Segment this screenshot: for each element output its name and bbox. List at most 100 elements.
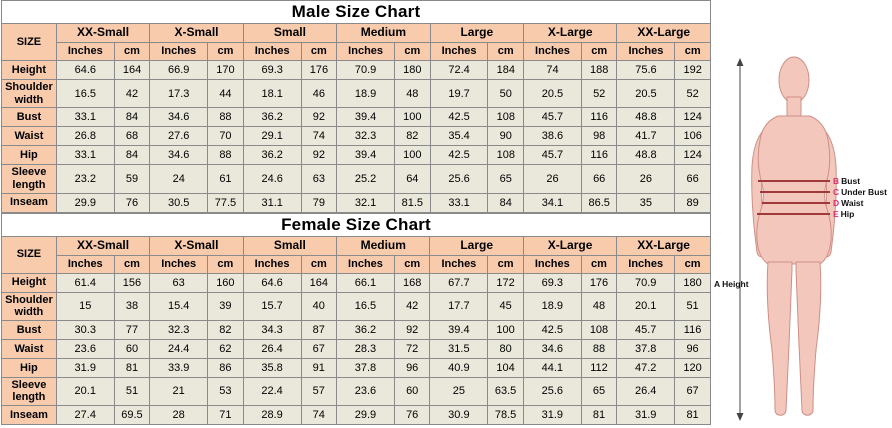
value-cm: 156 [113,272,151,293]
value-cm: 81 [113,357,151,378]
unit-cell: Inches [336,254,395,274]
value-inches: 35.8 [242,357,302,378]
value-inches: 16.5 [336,291,395,321]
height-label: A Height [714,279,749,289]
value-inches: 23.6 [336,376,395,407]
value-cm: 184 [487,60,525,80]
value-inches: 31.9 [616,405,676,426]
unit-cell: Inches [429,254,489,274]
value-inches: 23.6 [55,338,115,359]
unit-cell: cm [393,254,431,274]
value-inches: 21 [149,376,209,407]
value-cm: 63 [300,164,338,194]
measure-row: Sleeve length 20.1 51 21 53 22.4 57 23.6 60 25 63.… [1,376,711,407]
height-arrow-bottom [736,413,744,421]
value-inches: 17.3 [149,78,209,109]
value-cm: 98 [580,126,618,147]
value-inches: 63 [149,272,209,293]
size-name-cell: Large [429,235,524,256]
size-name-cell: Medium [336,235,431,256]
right-leg-shape [795,261,822,416]
value-cm: 71 [207,405,244,426]
size-name-cell: X-Large [523,23,618,43]
measure-label: Hip [1,357,57,378]
value-cm: 84 [113,145,151,166]
value-cm: 112 [580,357,618,378]
body-figure-panel: B Bust C Under Bust D Waist E Hip A Height [712,0,892,428]
value-cm: 39 [207,291,244,321]
value-inches: 26.4 [616,376,676,407]
value-cm: 164 [300,272,338,293]
value-cm: 92 [393,319,431,340]
value-inches: 74 [523,60,582,80]
measure-row: Bust 33.1 84 34.6 88 36.2 92 39.4 100 42.5 108 45.7… [1,107,711,128]
value-cm: 120 [674,357,711,378]
value-cm: 86.5 [580,192,618,213]
measure-label: Inseam [1,405,57,426]
unit-cell: cm [580,254,618,274]
value-inches: 70.9 [616,272,676,293]
size-name-cell: Small [242,23,338,43]
value-inches: 32.1 [336,192,396,213]
female-size-table: Female Size Chart SIZE XX-Small X-Small Smal… [1,212,711,426]
unit-cell: cm [113,42,151,61]
value-inches: 67.7 [429,272,489,293]
value-cm: 66 [674,164,711,194]
unit-cell: Inches [616,254,676,274]
value-inches: 17.7 [429,291,489,321]
measure-row: Shoulder width 15 38 15.4 39 15.7 40 16.5 42 17.7… [1,291,711,321]
unit-cell: cm [487,254,524,274]
value-inches: 39.4 [336,145,396,166]
value-inches: 20.5 [523,78,582,109]
value-cm: 90 [487,126,525,147]
value-inches: 15 [55,291,115,321]
size-tables-column: Male Size Chart SIZE XX-Small X-Small Small M… [1,0,711,426]
value-cm: 84 [113,107,151,128]
value-cm: 188 [580,60,618,80]
value-cm: 68 [113,126,151,147]
value-inches: 28.9 [242,405,302,426]
hip-label: E Hip [833,209,854,219]
unit-cell: Inches [55,42,115,61]
value-cm: 61 [207,164,244,194]
unit-cell: Inches [429,42,489,61]
value-cm: 38 [113,291,151,321]
measure-row: Inseam 27.4 69.5 28 71 28.9 74 29.9 76 30.9 78.5 31… [1,405,711,426]
value-inches: 32.3 [336,126,396,147]
bust-label: B Bust [833,176,860,186]
value-cm: 100 [487,319,524,340]
size-corner-cell: SIZE [1,235,57,274]
measure-label: Sleeve length [1,376,57,407]
value-cm: 69.5 [113,405,151,426]
value-cm: 51 [113,376,151,407]
value-inches: 26 [523,164,582,194]
value-cm: 78.5 [487,405,524,426]
value-cm: 87 [300,319,338,340]
value-cm: 63.5 [487,376,524,407]
size-name-cell: X-Large [522,235,618,256]
value-cm: 40 [300,291,338,321]
value-cm: 67 [674,376,711,407]
value-inches: 35 [616,192,676,213]
value-cm: 42 [113,78,151,109]
value-cm: 80 [487,338,524,359]
value-cm: 44 [207,78,244,109]
value-cm: 50 [487,78,525,109]
value-inches: 22.4 [242,376,302,407]
size-name-cell: X-Small [149,235,244,256]
value-inches: 29.9 [55,192,115,213]
unit-cell: cm [300,42,338,61]
value-cm: 57 [300,376,338,407]
value-inches: 20.1 [55,376,115,407]
value-cm: 172 [487,272,524,293]
value-inches: 20.1 [616,291,676,321]
measure-label: Waist [1,338,57,359]
measure-row: Waist 23.6 60 24.4 62 26.4 67 28.3 72 31.5 80 34.6 8… [1,338,711,359]
value-inches: 34.3 [242,319,302,340]
size-corner-cell: SIZE [1,23,57,61]
male-size-table: Male Size Chart SIZE XX-Small X-Small Small M… [1,0,711,213]
value-inches: 44.1 [522,357,582,378]
measure-row: Height 64.6 164 66.9 170 69.3 176 70.9 180 72.4 18… [1,60,711,80]
left-leg-shape [766,261,793,416]
value-inches: 31.9 [55,357,115,378]
